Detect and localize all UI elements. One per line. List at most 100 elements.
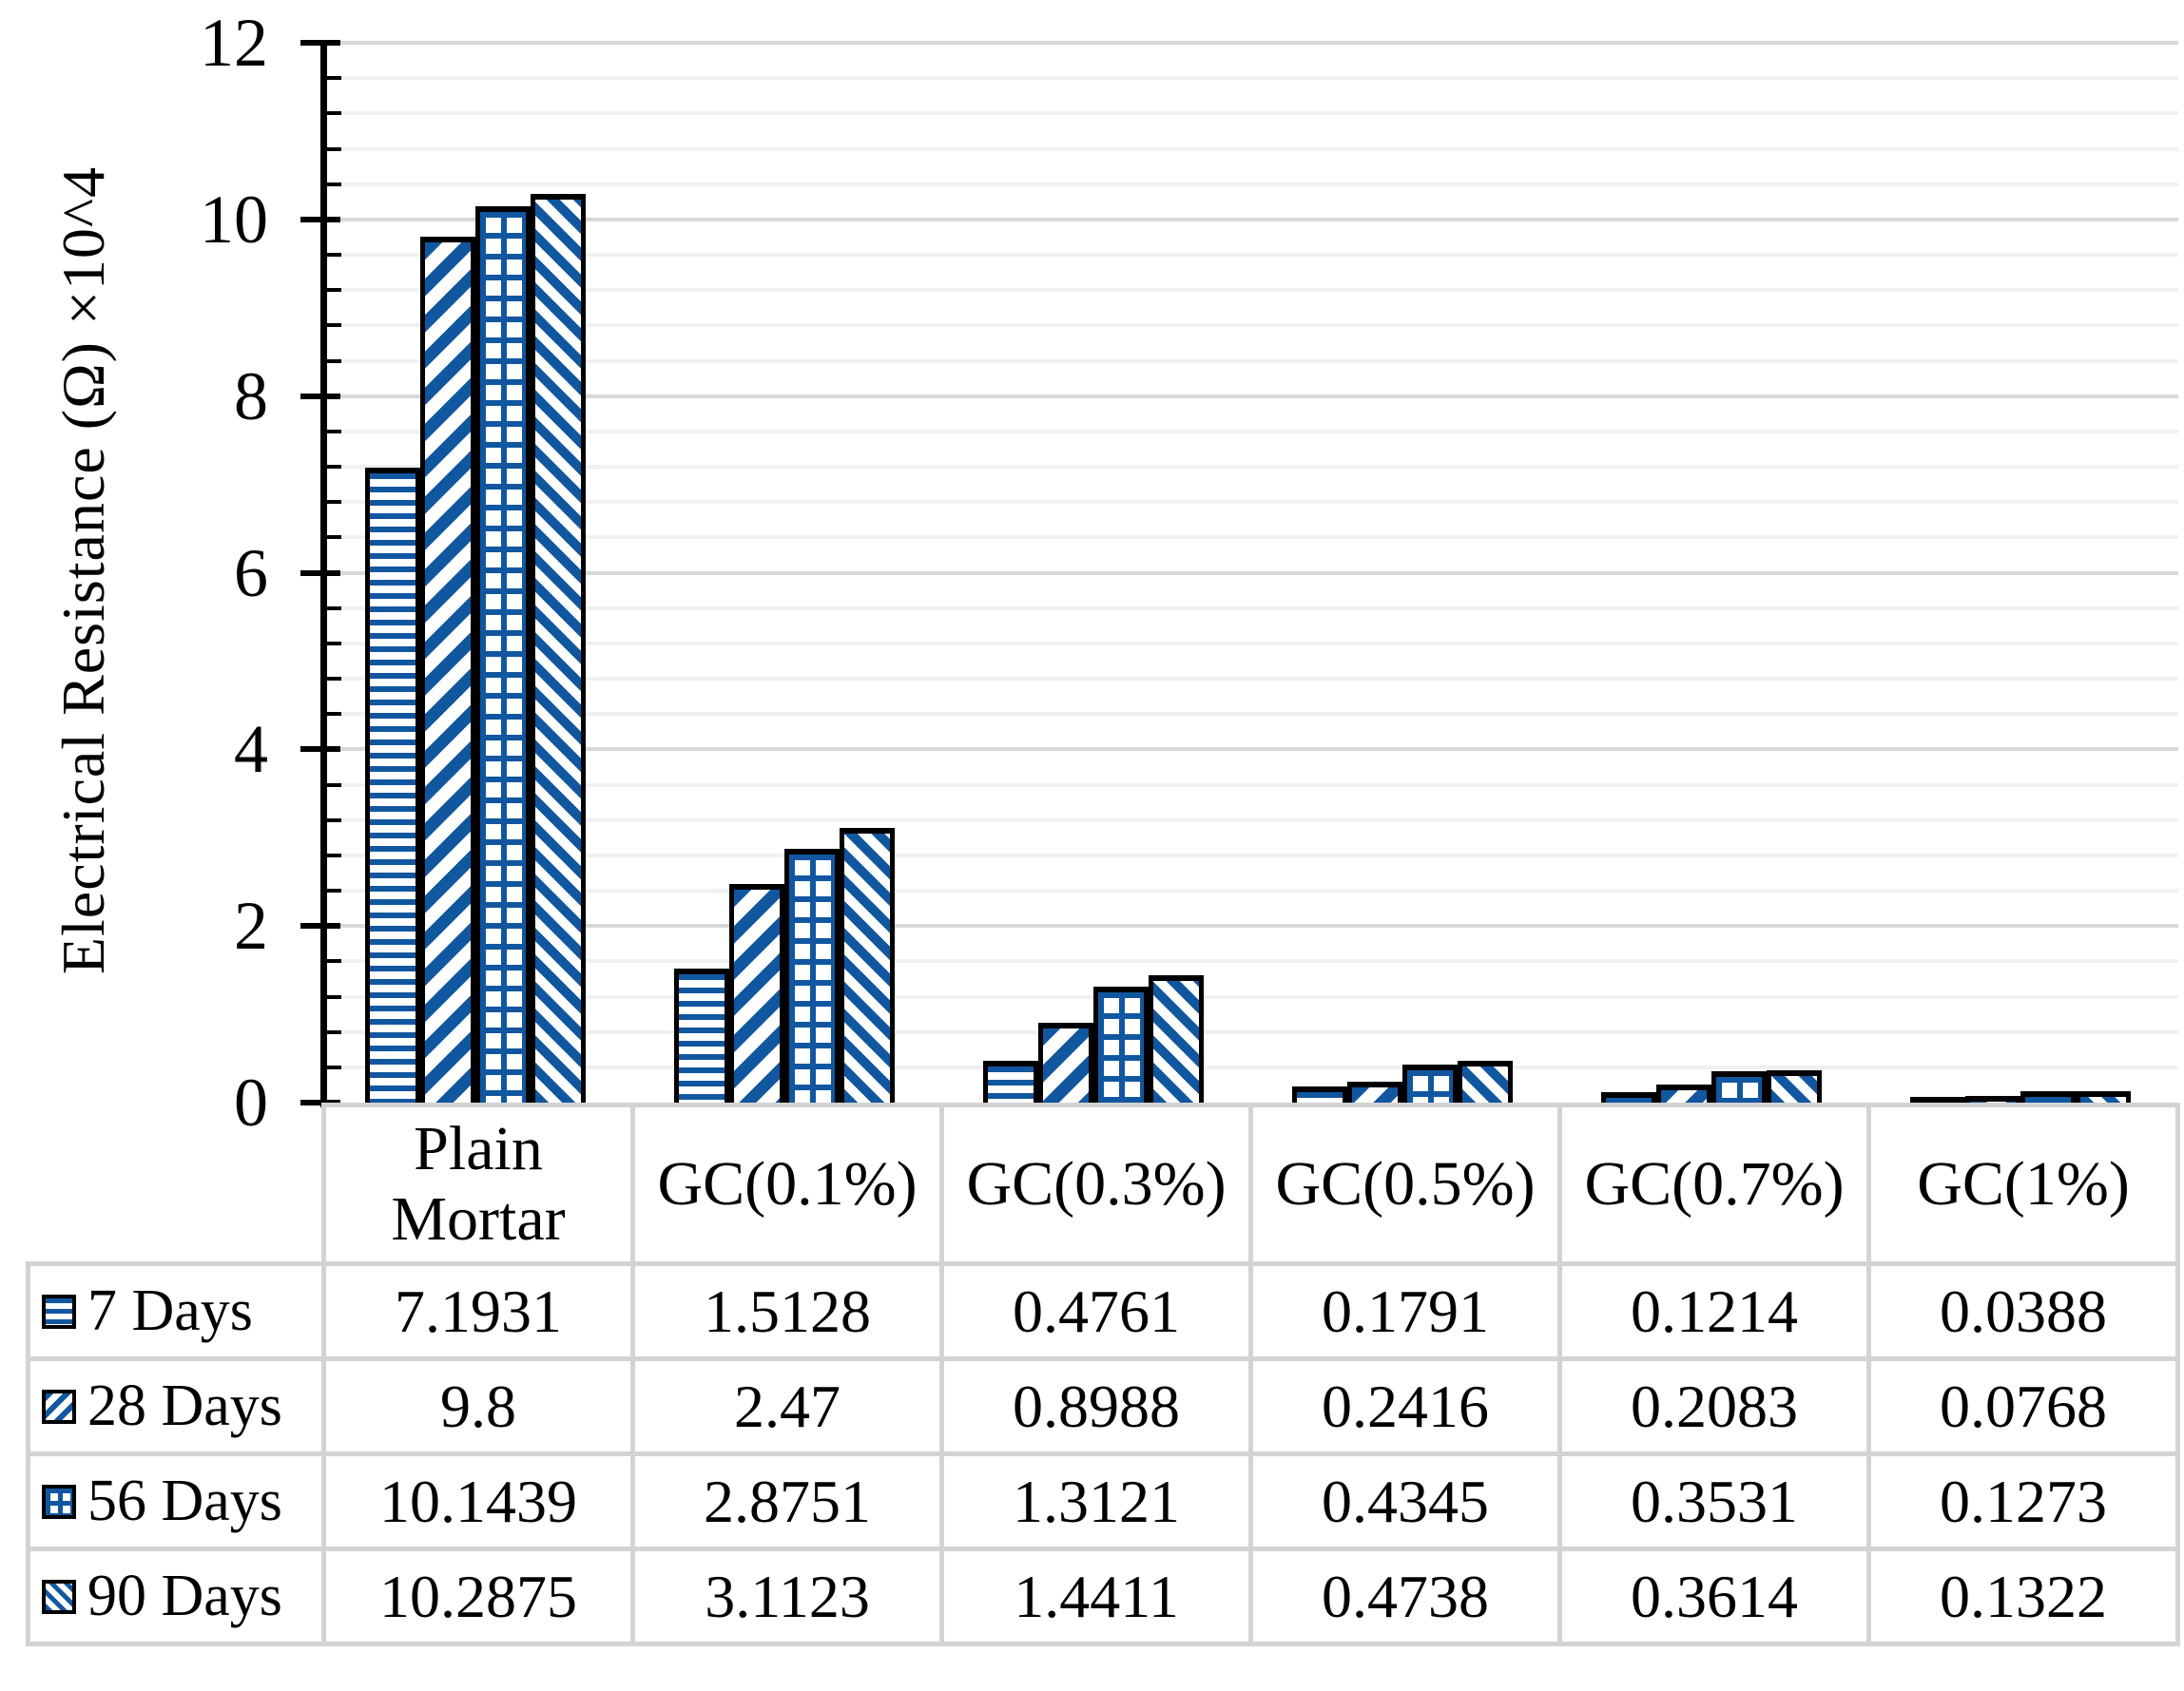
category-header-4: GC(0.5%) bbox=[1248, 1103, 1562, 1266]
y-axis-minor-tick bbox=[325, 429, 341, 433]
bar-7days-gc0.5 bbox=[1291, 1086, 1347, 1103]
y-axis-minor-tick bbox=[325, 146, 341, 151]
y-axis-minor-tick bbox=[325, 605, 341, 610]
y-axis-minor-tick bbox=[325, 358, 341, 363]
minor-gridline bbox=[327, 288, 2178, 293]
y-tick-label: 4 bbox=[234, 711, 268, 788]
bar-90days-gc1 bbox=[2075, 1090, 2131, 1103]
minor-gridline bbox=[327, 358, 2178, 363]
y-tick-label: 6 bbox=[234, 534, 268, 611]
value-cell: 0.4345 bbox=[1248, 1451, 1562, 1551]
minor-gridline bbox=[327, 712, 2178, 717]
bar-7days-gc0.1 bbox=[673, 969, 729, 1103]
minor-gridline bbox=[327, 1029, 2178, 1034]
bar-7days-gc0.3 bbox=[982, 1060, 1038, 1103]
major-gridline bbox=[327, 217, 2178, 221]
bar-56days-gc0.3 bbox=[1092, 987, 1149, 1103]
category-header-6: GC(1%) bbox=[1866, 1103, 2180, 1266]
bar-56days-gc0.7 bbox=[1710, 1071, 1767, 1103]
y-axis-minor-tick bbox=[325, 1029, 341, 1034]
wide-downward-diagonal-legend-key-icon bbox=[42, 1579, 76, 1614]
value-cell: 1.4411 bbox=[939, 1547, 1253, 1646]
bar-90days-gc0.3 bbox=[1148, 975, 1204, 1103]
minor-gridline bbox=[327, 782, 2178, 787]
value-cell: 3.1123 bbox=[630, 1547, 944, 1646]
value-cell: 0.3531 bbox=[1557, 1451, 1871, 1551]
minor-gridline bbox=[327, 182, 2178, 186]
value-cell: 2.8751 bbox=[630, 1451, 944, 1551]
minor-gridline bbox=[327, 465, 2178, 469]
y-axis-title: Electrical Resistance (Ω) ×10^4 bbox=[49, 165, 117, 975]
value-cell: 0.1214 bbox=[1557, 1261, 1871, 1361]
y-tick-label: 10 bbox=[200, 181, 268, 258]
bar-28days-gc1 bbox=[1964, 1095, 2020, 1103]
y-axis-minor-tick bbox=[325, 253, 341, 257]
y-axis-minor-tick bbox=[325, 677, 341, 681]
bar-28days-gc0.5 bbox=[1346, 1081, 1402, 1103]
minor-gridline bbox=[327, 111, 2178, 116]
minor-gridline bbox=[327, 853, 2178, 857]
major-gridline bbox=[327, 747, 2178, 752]
bar-56days-gc0.1 bbox=[783, 848, 840, 1103]
minor-gridline bbox=[327, 889, 2178, 893]
major-gridline bbox=[327, 394, 2178, 398]
bar-90days-gc0.7 bbox=[1766, 1070, 1822, 1103]
category-header-2: GC(0.1%) bbox=[630, 1103, 944, 1266]
y-axis-minor-tick bbox=[325, 535, 341, 540]
wide-upward-diagonal-legend-key-icon bbox=[42, 1389, 76, 1424]
y-axis-line bbox=[320, 43, 327, 1107]
table-row: 56 Days 10.1439 2.8751 1.3121 0.4345 0.3531 0.… bbox=[26, 1451, 2180, 1551]
value-cell: 0.1273 bbox=[1866, 1451, 2180, 1551]
value-cell: 0.1791 bbox=[1248, 1261, 1562, 1361]
legend-label: 7 Days bbox=[87, 1278, 253, 1343]
value-cell: 0.3614 bbox=[1557, 1547, 1871, 1646]
bar-90days-gc0.1 bbox=[839, 827, 895, 1103]
minor-gridline bbox=[327, 146, 2178, 151]
major-gridline bbox=[327, 924, 2178, 929]
value-cell: 1.3121 bbox=[939, 1451, 1253, 1551]
minor-gridline bbox=[327, 253, 2178, 257]
minor-gridline bbox=[327, 641, 2178, 645]
minor-gridline bbox=[327, 677, 2178, 681]
y-axis-minor-tick bbox=[325, 817, 341, 822]
legend-cell-56-days: 56 Days bbox=[26, 1451, 326, 1551]
value-cell: 0.4738 bbox=[1248, 1547, 1562, 1646]
legend-label: 90 Days bbox=[87, 1564, 282, 1628]
legend-label: 56 Days bbox=[87, 1469, 282, 1533]
major-gridline bbox=[327, 570, 2178, 575]
value-cell: 9.8 bbox=[321, 1356, 635, 1456]
legend-label: 28 Days bbox=[87, 1374, 282, 1438]
bar-28days-gc0.1 bbox=[728, 884, 784, 1103]
y-tick-label: 0 bbox=[234, 1065, 268, 1141]
value-cell: 0.2083 bbox=[1557, 1356, 1871, 1456]
bar-28days-plainmortar bbox=[419, 237, 475, 1103]
minor-gridline bbox=[327, 994, 2178, 999]
horizontal-lines-legend-key-icon bbox=[42, 1294, 76, 1329]
minor-gridline bbox=[327, 535, 2178, 540]
value-cell: 0.4761 bbox=[939, 1261, 1253, 1361]
bar-28days-gc0.3 bbox=[1037, 1023, 1093, 1103]
y-axis-minor-tick bbox=[325, 465, 341, 469]
table-row: 7 Days 7.1931 1.5128 0.4761 0.1791 0.1214 0.03… bbox=[26, 1261, 2180, 1361]
value-cell: 2.47 bbox=[630, 1356, 944, 1456]
y-axis-minor-tick bbox=[325, 889, 341, 893]
y-axis-minor-tick bbox=[325, 500, 341, 505]
bar-56days-gc1 bbox=[2020, 1091, 2076, 1103]
value-cell: 0.8988 bbox=[939, 1356, 1253, 1456]
major-gridline bbox=[327, 41, 2178, 45]
data-table: Plain Mortar GC(0.1%) GC(0.3%) GC(0.5%) GC(0… bbox=[26, 1103, 2180, 1646]
bar-56days-gc0.5 bbox=[1401, 1064, 1458, 1103]
minor-gridline bbox=[327, 1065, 2178, 1069]
y-axis-minor-tick bbox=[325, 76, 341, 81]
legend-cell-28-days: 28 Days bbox=[26, 1356, 326, 1456]
minor-gridline bbox=[327, 959, 2178, 964]
minor-gridline bbox=[327, 323, 2178, 328]
legend-cell-7-days: 7 Days bbox=[26, 1261, 326, 1361]
value-cell: 0.0388 bbox=[1866, 1261, 2180, 1361]
bar-7days-gc0.7 bbox=[1600, 1091, 1656, 1103]
y-axis-minor-tick bbox=[325, 288, 341, 293]
bar-90days-gc0.5 bbox=[1457, 1060, 1513, 1103]
minor-gridline bbox=[327, 817, 2178, 822]
